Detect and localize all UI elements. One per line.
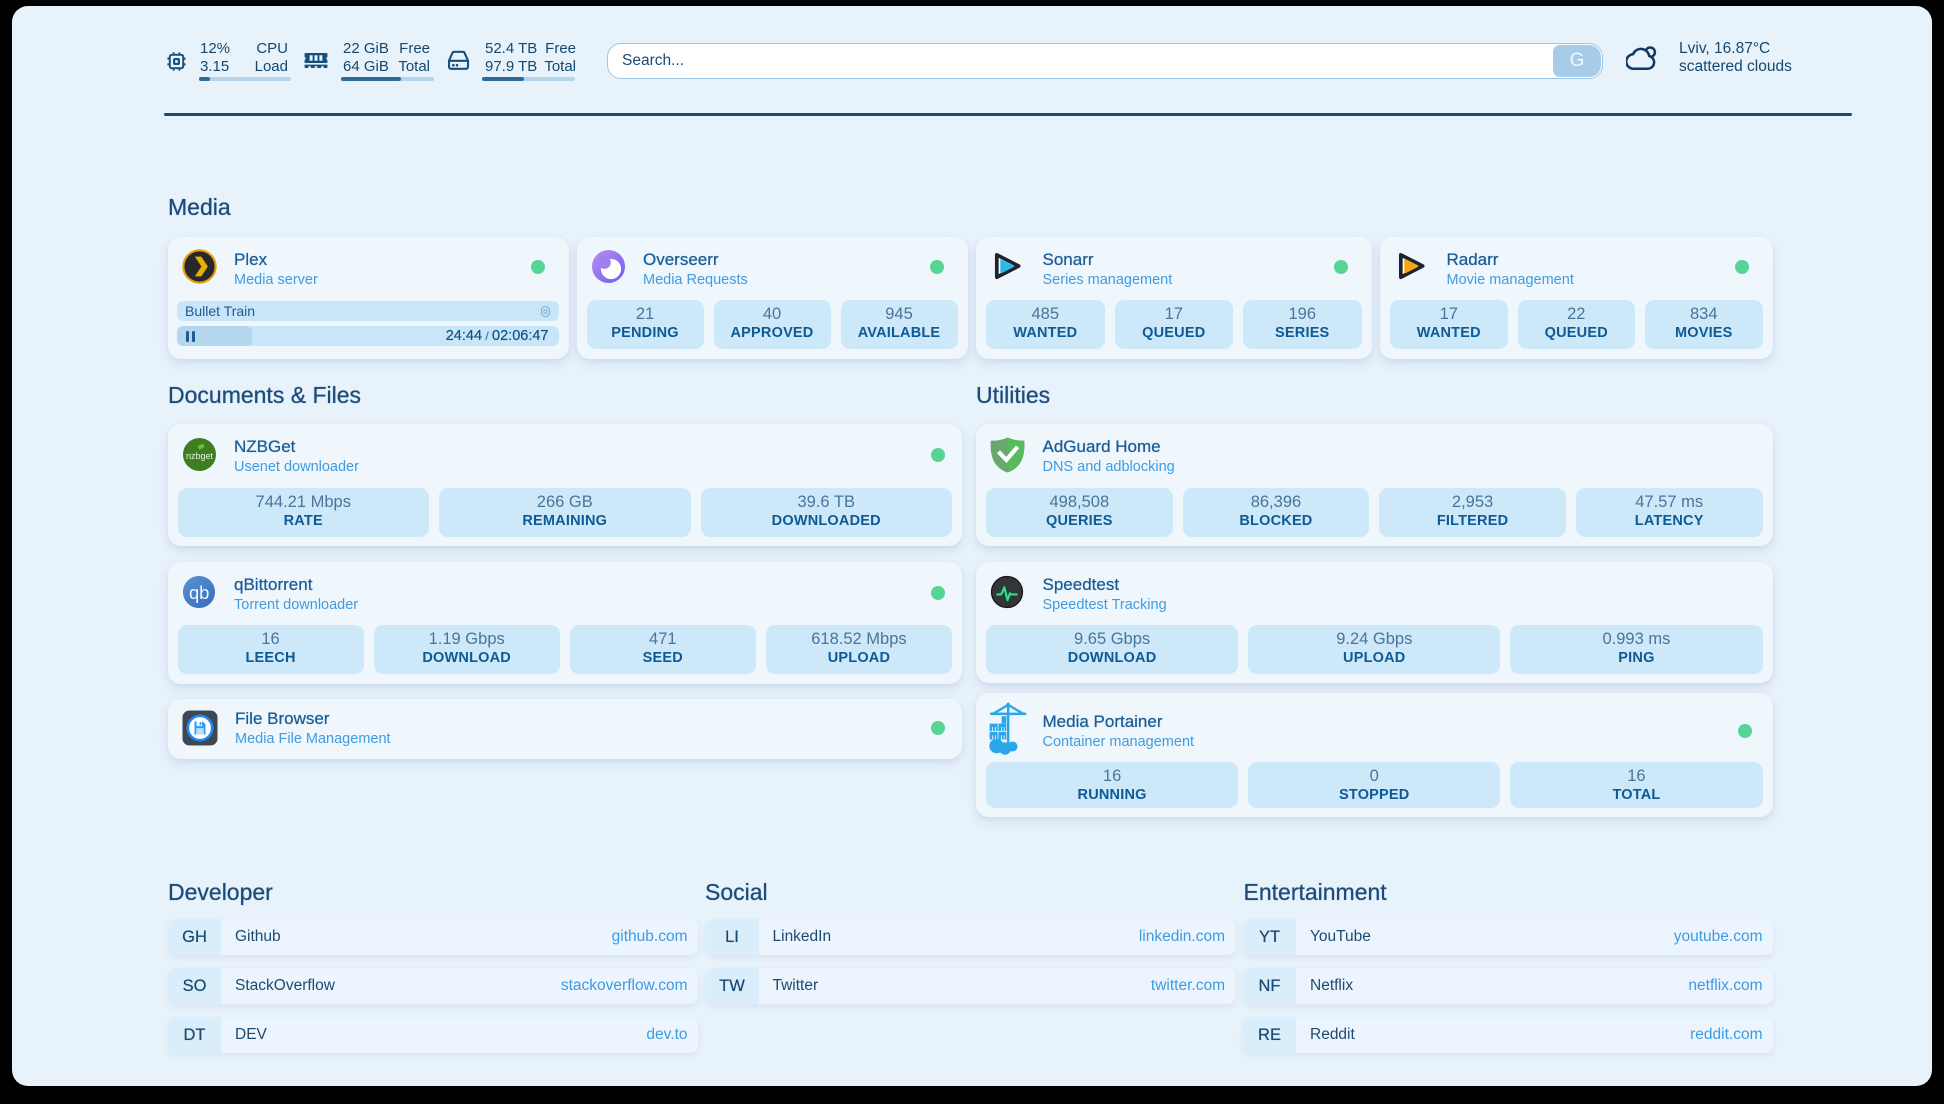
svg-text:qb: qb	[188, 582, 208, 603]
svg-text:nzbget: nzbget	[185, 451, 213, 461]
